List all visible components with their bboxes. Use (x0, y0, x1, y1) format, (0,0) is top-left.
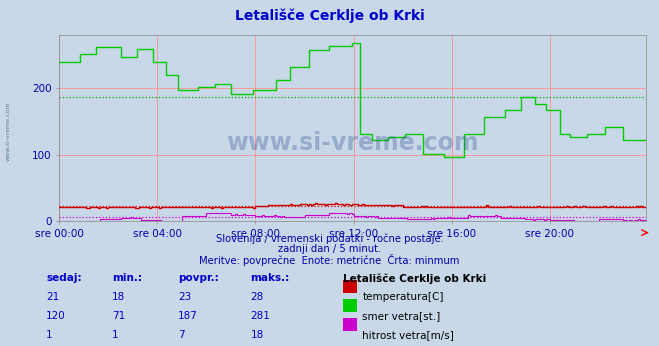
Text: hitrost vetra[m/s]: hitrost vetra[m/s] (362, 330, 454, 340)
Text: Meritve: povprečne  Enote: metrične  Črta: minmum: Meritve: povprečne Enote: metrične Črta:… (199, 254, 460, 266)
Text: 120: 120 (46, 311, 66, 321)
Text: 28: 28 (250, 292, 264, 302)
Text: www.si-vreme.com: www.si-vreme.com (5, 102, 11, 161)
Text: 281: 281 (250, 311, 270, 321)
Text: 71: 71 (112, 311, 125, 321)
Text: sedaj:: sedaj: (46, 273, 82, 283)
Text: Letališče Cerklje ob Krki: Letališče Cerklje ob Krki (235, 9, 424, 23)
Text: povpr.:: povpr.: (178, 273, 219, 283)
Text: 1: 1 (46, 330, 53, 340)
Text: 1: 1 (112, 330, 119, 340)
Text: 23: 23 (178, 292, 191, 302)
Text: temperatura[C]: temperatura[C] (362, 292, 444, 302)
Text: 18: 18 (250, 330, 264, 340)
Text: zadnji dan / 5 minut.: zadnji dan / 5 minut. (278, 244, 381, 254)
Text: Letališče Cerklje ob Krki: Letališče Cerklje ob Krki (343, 273, 486, 284)
Text: 18: 18 (112, 292, 125, 302)
Text: smer vetra[st.]: smer vetra[st.] (362, 311, 441, 321)
Text: maks.:: maks.: (250, 273, 290, 283)
Text: 21: 21 (46, 292, 59, 302)
Text: min.:: min.: (112, 273, 142, 283)
Text: Slovenija / vremenski podatki - ročne postaje.: Slovenija / vremenski podatki - ročne po… (215, 234, 444, 244)
Text: 7: 7 (178, 330, 185, 340)
Text: 187: 187 (178, 311, 198, 321)
Text: www.si-vreme.com: www.si-vreme.com (226, 131, 479, 155)
